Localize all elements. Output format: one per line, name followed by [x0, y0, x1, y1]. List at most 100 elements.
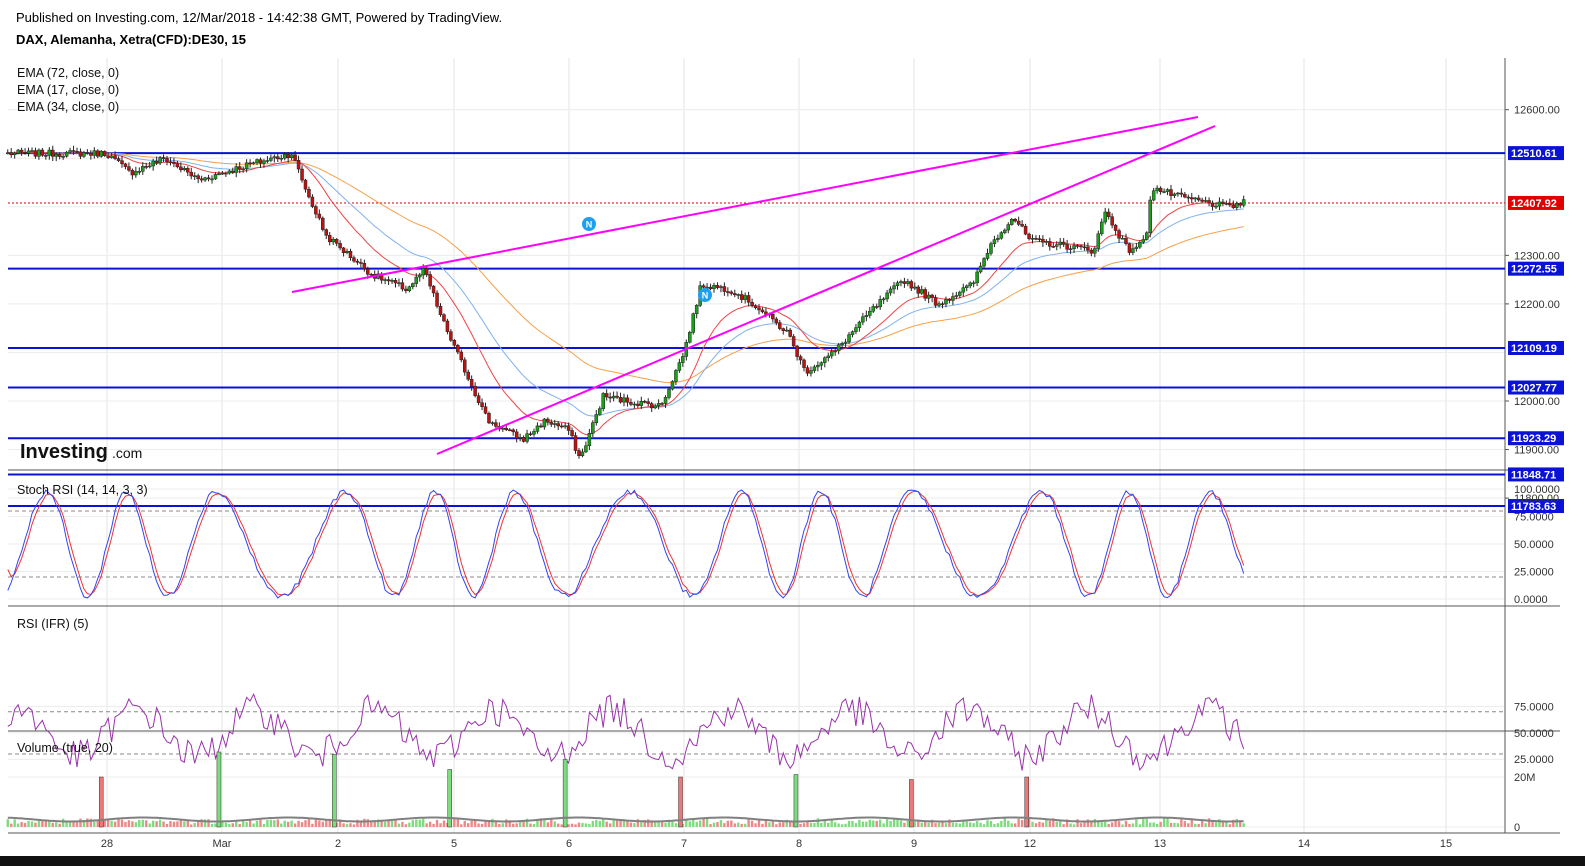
candle-body — [341, 247, 346, 253]
volume-bar — [1211, 821, 1214, 827]
volume-bar — [196, 821, 200, 827]
volume-bar — [61, 818, 65, 827]
volume-bar — [1190, 819, 1193, 827]
candle-body — [494, 422, 498, 427]
volume-bar — [44, 819, 48, 827]
candle-body — [483, 406, 488, 414]
candle-body — [1103, 211, 1107, 223]
candle-body — [1203, 200, 1208, 202]
candle-body — [89, 153, 93, 156]
volume-bar — [986, 820, 989, 827]
volume-bar — [487, 820, 491, 827]
candle-body — [632, 403, 637, 406]
volume-bar — [1059, 820, 1062, 827]
volume-bar — [550, 819, 553, 827]
candle-body — [985, 253, 990, 259]
horizontal-levels[interactable]: 12510.61 12272.55 12109.19 12027.77 11923.29… — [8, 146, 1564, 514]
volume-bar — [1027, 818, 1031, 827]
volume-bar — [411, 820, 415, 827]
volume-bar — [359, 820, 363, 827]
volume-bar — [830, 819, 833, 827]
volume-bar — [158, 819, 162, 827]
candle-body — [746, 295, 751, 303]
candle-body — [352, 257, 356, 262]
stoch-k-line — [7, 489, 1245, 599]
candle-body — [899, 281, 903, 284]
volume-bar — [903, 822, 906, 827]
volume-bar — [408, 822, 411, 827]
volume-bar — [456, 819, 460, 827]
candle-body — [355, 260, 360, 263]
candle-body — [1193, 197, 1197, 200]
volume-bar — [418, 819, 421, 827]
volume-bar — [757, 820, 761, 827]
candle-body — [719, 286, 723, 288]
candle-body — [85, 152, 90, 154]
volume-bar — [1093, 819, 1097, 827]
candle-body — [217, 173, 221, 175]
volume-bar — [816, 818, 820, 827]
volume-bar — [913, 821, 916, 827]
volume-bar — [473, 820, 477, 827]
wedge-trendlines[interactable] — [291, 116, 1216, 455]
candle-body — [563, 425, 567, 428]
candle-body — [165, 158, 169, 162]
volume-bar — [1117, 821, 1121, 827]
candle-body — [881, 298, 886, 301]
volume-bar — [110, 820, 113, 827]
candle-body — [1179, 192, 1184, 195]
candle-body — [1186, 196, 1191, 199]
news-markers[interactable]: NN — [582, 217, 712, 302]
volume-label: Volume (true, 20) — [17, 741, 113, 755]
volume-bar — [1090, 821, 1093, 827]
candle-body — [26, 150, 31, 154]
candle-body — [1200, 199, 1204, 202]
volume-bar — [854, 823, 858, 827]
volume-bar — [844, 823, 847, 827]
volume-bar — [1038, 821, 1041, 827]
price-level-label: 12027.77 — [1511, 383, 1557, 395]
volume-bar — [1017, 818, 1020, 827]
candle-body — [798, 356, 803, 361]
candle-body — [729, 291, 734, 294]
volume-bar — [702, 818, 705, 827]
volume-bar — [442, 820, 446, 827]
candle-body — [566, 425, 571, 431]
volume-bar — [1065, 819, 1069, 827]
candle-body — [438, 306, 443, 315]
volume-bar — [993, 823, 996, 827]
volume-bar — [1110, 822, 1114, 827]
candle-body — [476, 395, 481, 403]
candle-body — [134, 171, 138, 176]
volume-bar — [72, 820, 75, 827]
volume-bar — [307, 818, 311, 827]
volume-bar — [1142, 818, 1145, 827]
time-tick-label: 12 — [1024, 838, 1036, 850]
candle-body — [895, 282, 900, 286]
volume-bar — [962, 819, 965, 827]
candle-body — [1165, 189, 1170, 192]
volume-bar — [155, 821, 158, 827]
volume-bar — [778, 822, 781, 827]
volume-bar — [113, 821, 117, 827]
volume-bar — [491, 818, 494, 827]
candle-body — [147, 165, 152, 168]
candle-body — [71, 150, 76, 152]
candle-body — [137, 171, 142, 173]
time-tick-label: 2 — [335, 838, 341, 850]
volume-bar — [664, 822, 667, 827]
time-tick-label: Mar — [213, 838, 232, 850]
volume-bar — [460, 824, 463, 827]
volume-bar — [103, 819, 106, 827]
candle-body — [951, 296, 955, 301]
investing-logo: Investing .com — [20, 441, 142, 463]
volume-bar — [1242, 823, 1245, 827]
volume-bar — [647, 819, 650, 827]
candle-body — [1176, 192, 1180, 195]
volume-bar — [203, 819, 207, 827]
volume-bar — [314, 819, 318, 827]
volume-bar — [1045, 818, 1048, 827]
volume-bar — [276, 819, 279, 827]
volume-bar — [775, 824, 778, 827]
